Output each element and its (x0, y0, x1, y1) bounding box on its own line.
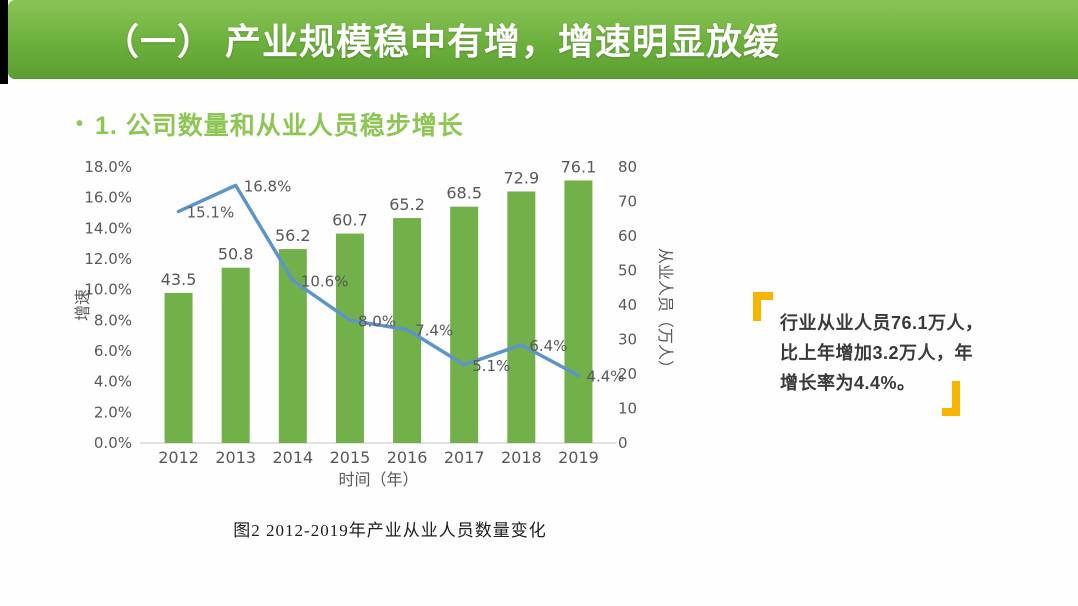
x-axis-label: 2013 (215, 448, 256, 467)
right-axis-tick: 60 (618, 227, 637, 245)
left-axis-tick: 14.0% (84, 219, 132, 237)
growth-rate-line (176, 183, 581, 378)
callout-quote-box: 行业从业人员76.1万人， 比上年增加3.2万人，年 增长率为4.4%。 (750, 290, 984, 416)
slide-header-banner: （一） 产业规模稳中有增，增速明显放缓 (8, 0, 1078, 79)
x-axis-label: 2018 (501, 448, 542, 467)
x-axis-label: 2016 (387, 448, 428, 467)
left-axis-tick: 0.0% (94, 434, 132, 452)
bar-2017 (450, 206, 479, 443)
line-value-label: 7.4% (415, 322, 453, 340)
x-axis-label: 2012 (158, 448, 199, 467)
left-axis-tick: 8.0% (94, 311, 132, 329)
right-axis-tick: 20 (618, 365, 637, 383)
callout-line: 比上年增加3.2万人，年 (780, 343, 974, 363)
right-axis-tick: 70 (618, 193, 637, 211)
right-axis-tick: 50 (618, 262, 637, 280)
subtitle-text: 1. 公司数量和从业人员稳步增长 (95, 112, 464, 140)
bar-value-label: 56.2 (275, 226, 311, 245)
slide-title: （一） 产业规模稳中有增，增速明显放缓 (103, 21, 781, 62)
x-axis-title: 时间（年） (338, 471, 418, 489)
right-axis-tick: 30 (618, 331, 637, 349)
left-axis-tick: 2.0% (94, 403, 132, 421)
bar-value-label: 72.9 (504, 168, 540, 187)
section-subtitle: • 1. 公司数量和从业人员稳步增长 (76, 106, 464, 142)
x-axis-label: 2017 (444, 448, 485, 467)
line-value-label: 10.6% (301, 272, 349, 290)
bar-value-label: 50.8 (218, 245, 254, 264)
open-quote-icon (753, 292, 773, 321)
left-axis-tick: 4.0% (94, 373, 132, 391)
bar-2018 (507, 191, 536, 443)
chart-svg: 0.0% 2.0% 4.0% 6.0% 8.0% 10.0% 12.0% 14.0% 16.0%… (74, 157, 674, 489)
right-axis-tick: 40 (618, 296, 637, 314)
line-value-label: 16.8% (244, 177, 292, 195)
figure-caption: 图2 2012-2019年产业从业人员数量变化 (233, 521, 547, 540)
left-axis-tick: 12.0% (84, 250, 132, 268)
x-axis-label: 2019 (558, 448, 599, 467)
employment-combo-chart: 0.0% 2.0% 4.0% 6.0% 8.0% 10.0% 12.0% 14.0% 16.0%… (70, 150, 710, 500)
right-axis-title: 从业人员（万人） (656, 248, 674, 376)
left-axis-tick: 10.0% (84, 281, 132, 299)
line-value-label: 6.4% (529, 337, 567, 355)
x-axis-label: 2014 (272, 448, 313, 467)
left-axis-tick: 6.0% (94, 342, 132, 360)
bar-value-label: 76.1 (561, 157, 597, 176)
line-value-label: 15.1% (187, 203, 235, 221)
bar-value-label: 60.7 (332, 211, 368, 230)
close-quote-icon (942, 381, 960, 416)
left-axis-tick: 18.0% (84, 158, 132, 176)
bar-2012 (164, 292, 193, 443)
left-axis-tick: 16.0% (84, 189, 132, 207)
bar-2015 (335, 233, 364, 443)
left-black-strip (0, 0, 8, 84)
bar-2019 (564, 180, 593, 443)
callout-line: 增长率为4.4%。 (780, 373, 916, 393)
bullet-icon: • (76, 113, 84, 135)
callout-line: 行业从业人员76.1万人， (780, 313, 984, 333)
right-axis-tick: 10 (618, 400, 637, 418)
bar-2013 (221, 267, 250, 443)
right-axis-tick: 80 (618, 158, 637, 176)
callout-text: 行业从业人员76.1万人， 比上年增加3.2万人，年 增长率为4.4%。 (780, 308, 984, 398)
line-value-label: 5.1% (472, 357, 510, 375)
left-axis-title: 增速 (74, 289, 92, 321)
bar-value-label: 68.5 (446, 184, 482, 203)
x-axis-label: 2015 (330, 448, 371, 467)
right-axis-tick: 0 (618, 434, 628, 452)
line-value-label: 4.4% (586, 368, 624, 386)
bar-value-label: 65.2 (389, 195, 425, 214)
bar-value-label: 43.5 (161, 270, 197, 289)
line-value-label: 8.0% (358, 312, 396, 330)
